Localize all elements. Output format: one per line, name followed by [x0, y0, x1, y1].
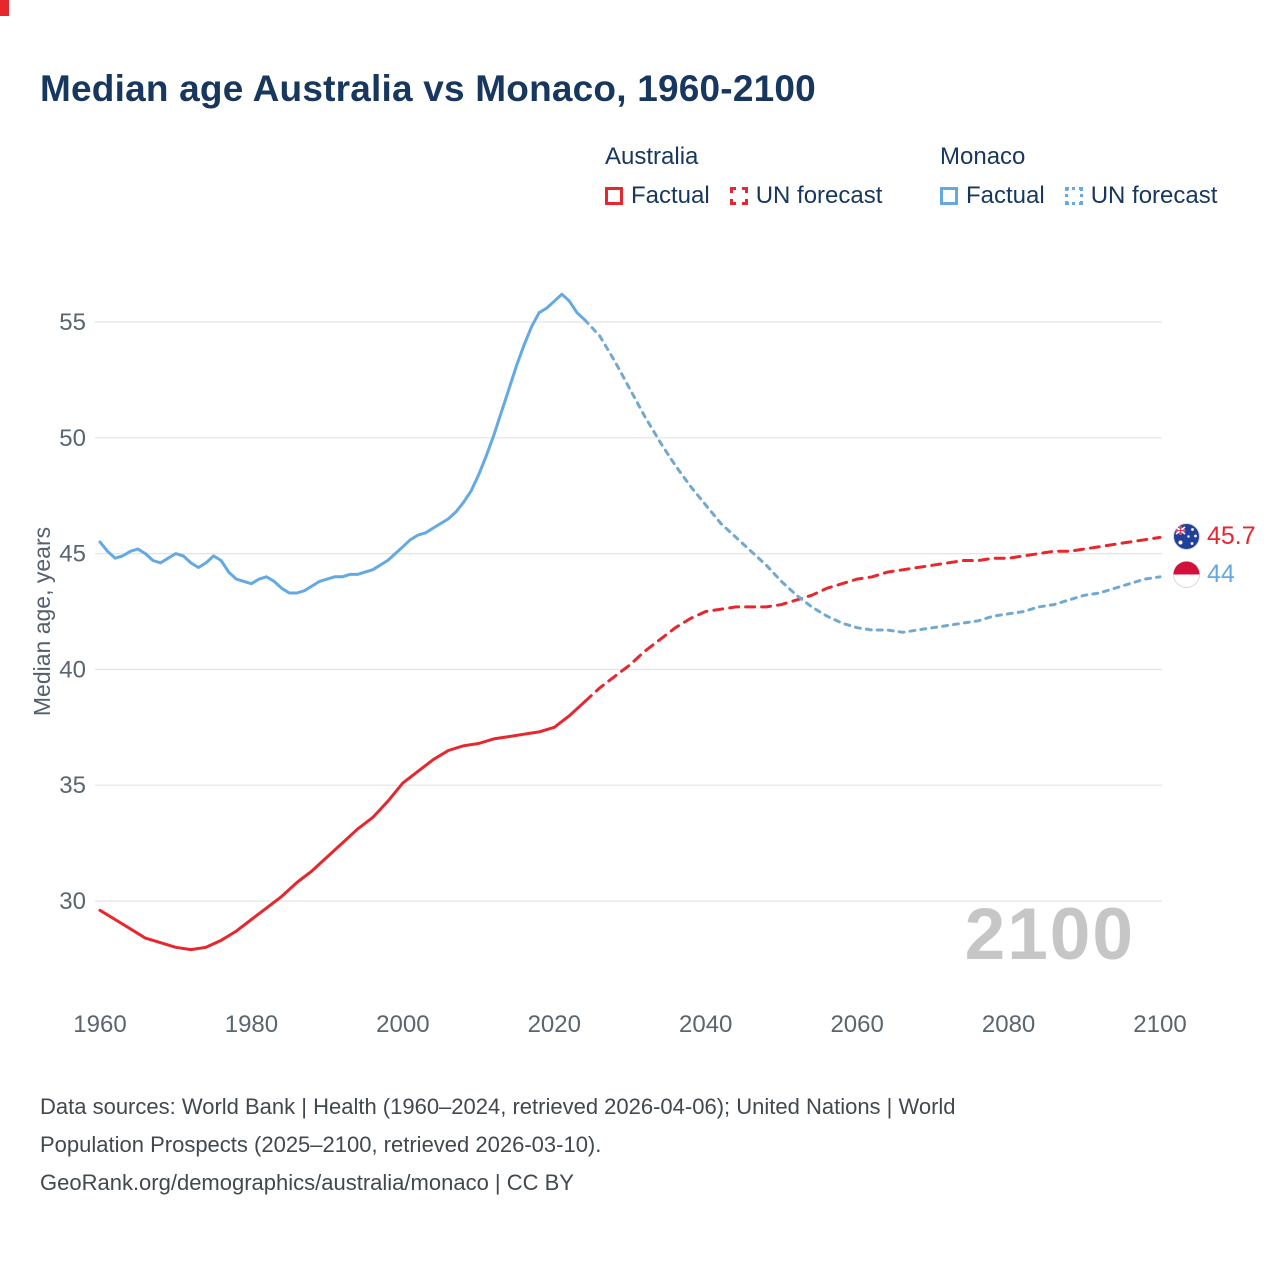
watermark-year: 2100 [964, 894, 1135, 975]
svg-text:2080: 2080 [982, 1011, 1035, 1038]
australia-factual-swatch-icon [605, 187, 623, 205]
legend-label: UN forecast [1090, 182, 1218, 209]
svg-text:50: 50 [59, 425, 86, 452]
svg-text:2040: 2040 [679, 1011, 732, 1038]
svg-text:55: 55 [59, 309, 86, 336]
svg-text:40: 40 [59, 656, 86, 683]
end-label-monaco: 44 [1173, 560, 1235, 589]
svg-text:1960: 1960 [73, 1011, 126, 1038]
legend-label: UN forecast [755, 182, 883, 209]
end-value-australia: 45.7 [1207, 522, 1256, 550]
svg-text:2020: 2020 [528, 1011, 581, 1038]
footer-attribution: GeoRank.org/demographics/australia/monac… [40, 1170, 574, 1195]
monaco-forecast-swatch-icon [1064, 187, 1083, 205]
legend-item-australia-factual: Factual [605, 182, 710, 210]
svg-text:30: 30 [59, 888, 86, 915]
legend-group-monaco: Monaco Factual UN forecast [940, 143, 1217, 210]
end-value-monaco: 44 [1207, 560, 1235, 588]
plot-area: 30 35 40 45 50 55 1960 1980 2000 2020 2040 2060 2080… [59, 292, 1187, 1038]
footer-sources-line1: Data sources: World Bank | Health (1960–… [40, 1094, 956, 1119]
svg-text:45: 45 [59, 541, 86, 568]
svg-text:35: 35 [59, 772, 86, 799]
legend-item-monaco-factual: Factual [940, 182, 1045, 210]
legend-label: Factual [966, 182, 1045, 209]
svg-text:2060: 2060 [830, 1011, 883, 1038]
svg-text:1980: 1980 [225, 1011, 278, 1038]
svg-text:2100: 2100 [1133, 1011, 1186, 1038]
footer: Data sources: World Bank | Health (1960–… [40, 1088, 956, 1202]
monaco-flag-icon [1173, 561, 1200, 588]
legend-label: Factual [631, 182, 710, 209]
monaco-factual-swatch-icon [940, 187, 958, 205]
australia-flag-icon [1173, 523, 1200, 550]
corner-artifact [0, 0, 9, 16]
legend-item-australia-forecast: UN forecast [729, 182, 883, 210]
end-label-australia: 45.7 [1173, 522, 1256, 551]
footer-sources-line2: Population Prospects (2025–2100, retriev… [40, 1132, 602, 1157]
page-title: Median age Australia vs Monaco, 1960-210… [40, 68, 816, 109]
legend-country-monaco: Monaco [940, 143, 1026, 170]
legend-item-monaco-forecast: UN forecast [1064, 182, 1218, 210]
australia-forecast-swatch-icon [729, 187, 748, 205]
legend-group-australia: Australia Factual UN forecast [605, 143, 882, 210]
svg-text:2000: 2000 [376, 1011, 429, 1038]
legend-country-australia: Australia [605, 143, 699, 170]
